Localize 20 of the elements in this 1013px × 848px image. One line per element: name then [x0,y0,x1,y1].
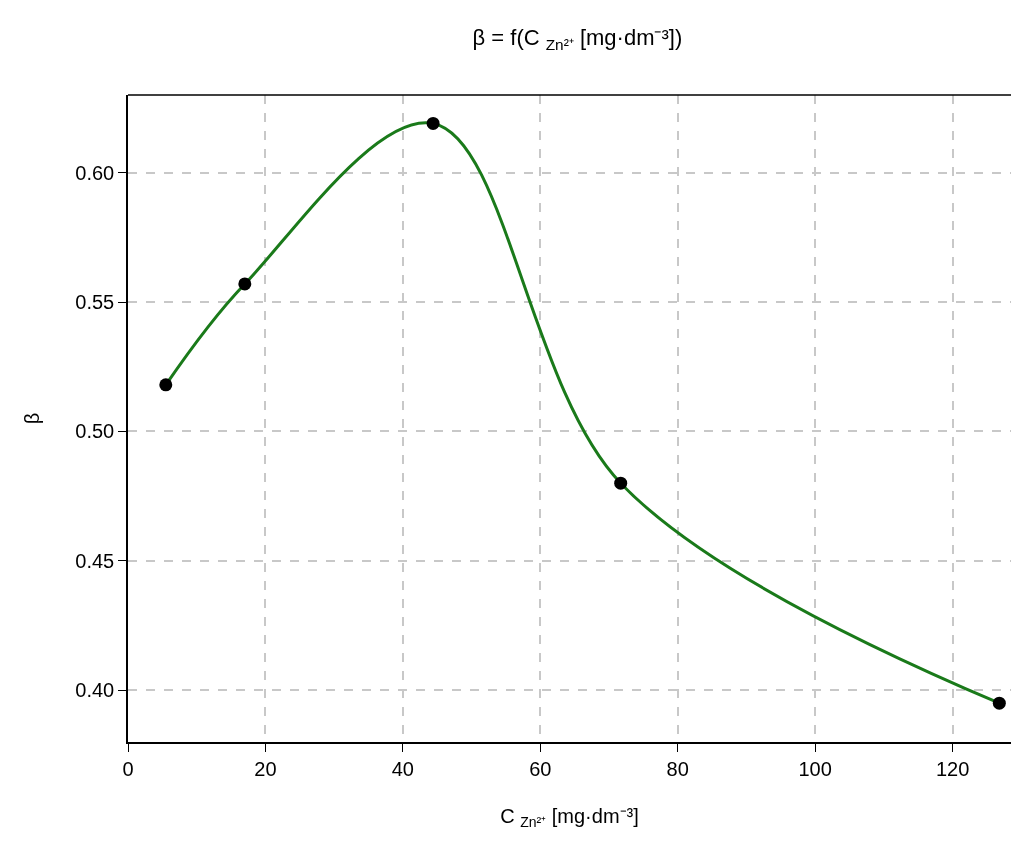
x-tick-label: 100 [798,757,832,780]
point [159,378,173,392]
point [238,277,252,291]
y-tick-label: 0.55 [75,291,115,314]
y-tick-label: 0.50 [75,420,115,443]
x-axis-title: C $_{Zn²⁺}$ [mg·dm⁻³] [500,804,639,830]
x-tick-label: 0 [122,757,134,780]
x-tick-label: 60 [529,757,552,780]
x-tick-label: 20 [254,757,277,780]
y-axis-title: β [21,412,44,425]
x-tick-label: 120 [935,757,970,780]
x-tick-label: 80 [666,757,689,780]
point [614,476,628,490]
chart-title: β = f(C $_{Zn²⁺}$ [mg·dm⁻³]) [472,25,683,53]
y-tick-label: 0.40 [75,679,115,702]
point [992,696,1006,710]
point [426,116,440,130]
x-tick-label: 40 [391,757,414,780]
y-tick-label: 0.45 [75,549,115,572]
y-tick-label: 0.60 [75,161,115,184]
